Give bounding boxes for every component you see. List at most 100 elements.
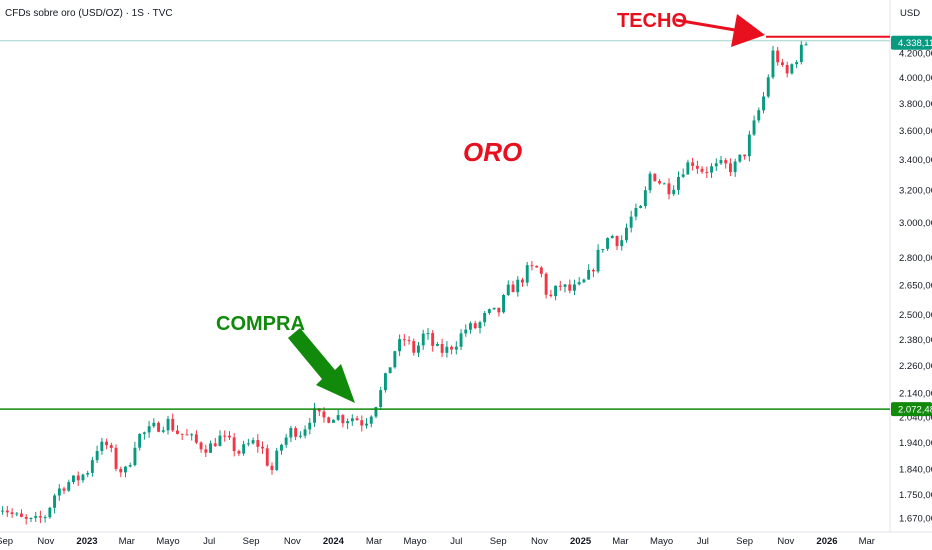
- candle-body: [138, 434, 142, 448]
- candle: [653, 173, 657, 182]
- candle: [469, 321, 472, 334]
- candle: [530, 261, 534, 271]
- candle: [544, 272, 548, 299]
- candle-body: [752, 120, 756, 135]
- candle-body: [346, 421, 350, 424]
- time-tick-label: Nov: [531, 536, 548, 547]
- candle-body: [119, 469, 123, 473]
- candle: [639, 205, 643, 209]
- candle: [691, 157, 695, 171]
- candle-body: [90, 460, 94, 473]
- candle-body: [355, 418, 359, 421]
- candle: [43, 515, 47, 523]
- candle-body: [672, 189, 676, 195]
- candle: [549, 289, 553, 298]
- time-tick-label: 2023: [76, 536, 97, 547]
- candle: [346, 418, 350, 430]
- candle: [681, 168, 685, 179]
- candle: [332, 419, 335, 423]
- candle-body: [360, 420, 364, 426]
- candle: [303, 425, 307, 439]
- price-tick-label: 2.140,000: [899, 389, 932, 400]
- candle-body: [166, 418, 170, 431]
- candle: [327, 416, 331, 424]
- techo-annotation: TECHO: [617, 10, 765, 47]
- candle-body: [549, 294, 553, 297]
- candle: [582, 278, 586, 283]
- candle: [497, 307, 501, 317]
- currency-label: USD: [900, 8, 920, 19]
- candle: [360, 415, 364, 432]
- candle-body: [171, 418, 175, 431]
- candle: [246, 438, 250, 447]
- price-tick-label: 4.000,000: [899, 73, 932, 84]
- candle: [232, 433, 236, 457]
- candle-body: [20, 513, 23, 517]
- candle: [421, 329, 425, 350]
- candle: [237, 449, 241, 457]
- candle-body: [204, 449, 208, 453]
- candle: [72, 475, 75, 485]
- candle: [176, 425, 179, 435]
- candle-body: [265, 448, 269, 466]
- candle: [417, 342, 420, 357]
- candle-body: [629, 216, 633, 228]
- candle-body: [643, 190, 647, 206]
- candle: [587, 264, 591, 280]
- candle-body: [100, 441, 104, 451]
- candle: [502, 294, 505, 314]
- candle-body: [289, 428, 293, 438]
- candle-body: [454, 346, 458, 350]
- time-tick-label: Mar: [859, 536, 875, 547]
- candle-body: [194, 434, 198, 443]
- candle-body: [492, 307, 496, 310]
- candle-body: [369, 416, 373, 424]
- candle-body: [228, 435, 231, 438]
- candle: [521, 277, 524, 287]
- time-tick-label: Sep: [736, 536, 753, 547]
- candle: [591, 268, 595, 278]
- candle: [719, 155, 723, 165]
- candle: [185, 428, 189, 436]
- candle: [147, 420, 151, 438]
- candle: [275, 447, 279, 472]
- candle: [86, 470, 90, 478]
- candle-body: [412, 341, 416, 353]
- candle: [577, 277, 581, 286]
- techo-arrow-shaft: [675, 18, 736, 32]
- candle-body: [109, 445, 113, 448]
- candle: [67, 479, 71, 492]
- price-tick-label: 2.500,000: [899, 310, 932, 321]
- candle-body: [596, 249, 600, 272]
- candle-body: [86, 473, 90, 475]
- candle-body: [1, 510, 5, 512]
- candle-body: [421, 333, 425, 346]
- candle: [516, 276, 520, 297]
- candle-body: [634, 208, 638, 217]
- candle-body: [762, 96, 765, 111]
- candle: [228, 431, 231, 440]
- candle-body: [733, 161, 737, 173]
- candle: [138, 433, 142, 451]
- time-tick-label: 2026: [816, 536, 837, 547]
- candle: [733, 158, 737, 177]
- candle-body: [388, 367, 392, 374]
- candle-body: [724, 160, 728, 164]
- candle: [412, 338, 416, 356]
- price-tick-label: 3.000,000: [899, 218, 932, 229]
- candle: [62, 486, 66, 495]
- candle-body: [606, 238, 609, 249]
- candle-body: [133, 447, 137, 466]
- candle-body: [738, 154, 742, 162]
- candle-body: [76, 475, 80, 481]
- candle-body: [417, 345, 420, 353]
- candle-body: [223, 435, 227, 437]
- candle: [436, 341, 439, 347]
- candle-body: [785, 65, 789, 74]
- candle-body: [577, 282, 581, 285]
- candle-body: [242, 444, 246, 454]
- time-tick-label: 2024: [323, 536, 345, 547]
- support-price-label: 2.072,486: [898, 405, 932, 416]
- candle: [109, 442, 113, 453]
- candle-body: [705, 171, 709, 173]
